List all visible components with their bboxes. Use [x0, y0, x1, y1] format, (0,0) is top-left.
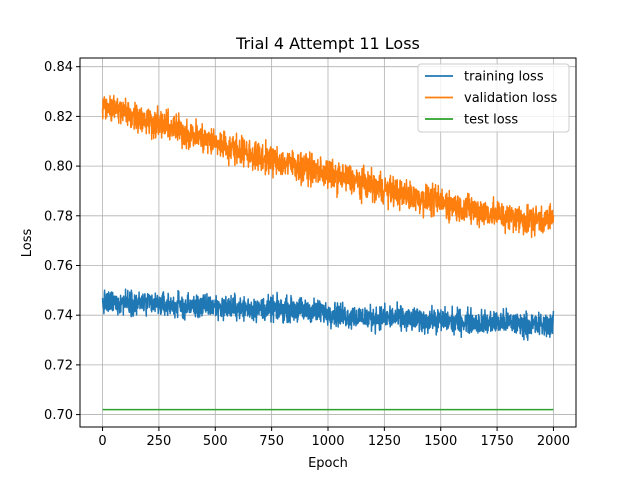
x-tick-label: 1250	[368, 434, 401, 449]
y-axis-label: Loss	[20, 229, 35, 258]
y-tick-label: 0.78	[44, 209, 73, 224]
x-tick-label: 2000	[537, 434, 570, 449]
chart-title: Trial 4 Attempt 11 Loss	[235, 34, 420, 53]
x-tick-label: 1750	[481, 434, 514, 449]
x-tick-label: 750	[259, 434, 284, 449]
training-loss-line	[101, 288, 555, 341]
x-tick-label: 1500	[424, 434, 457, 449]
legend-box	[417, 63, 570, 133]
x-axis: 0 250 500 750 1000 1250 1500 1750 2000	[98, 427, 570, 449]
x-tick-label: 0	[98, 434, 106, 449]
y-tick-label: 0.76	[44, 259, 73, 274]
y-tick-label: 0.82	[44, 110, 73, 125]
x-tick-label: 250	[146, 434, 171, 449]
y-tick-label: 0.70	[44, 408, 73, 423]
training-loss-legend-label: training loss	[464, 70, 544, 85]
y-axis: 0.70 0.72 0.74 0.76 0.78 0.80 0.82 0.84	[44, 60, 80, 423]
x-tick-label: 500	[203, 434, 228, 449]
x-axis-label: Epoch	[308, 456, 348, 471]
x-tick-label: 1000	[311, 434, 344, 449]
series-group	[101, 94, 555, 411]
y-tick-label: 0.72	[44, 358, 73, 373]
y-tick-label: 0.74	[44, 309, 73, 324]
validation-loss-line	[101, 94, 555, 239]
validation-loss-legend-label: validation loss	[464, 91, 557, 106]
y-tick-label: 0.80	[44, 160, 73, 175]
legend: training loss validation loss test loss	[417, 63, 570, 133]
test-loss-legend-label: test loss	[464, 113, 518, 128]
y-tick-label: 0.84	[44, 60, 73, 75]
